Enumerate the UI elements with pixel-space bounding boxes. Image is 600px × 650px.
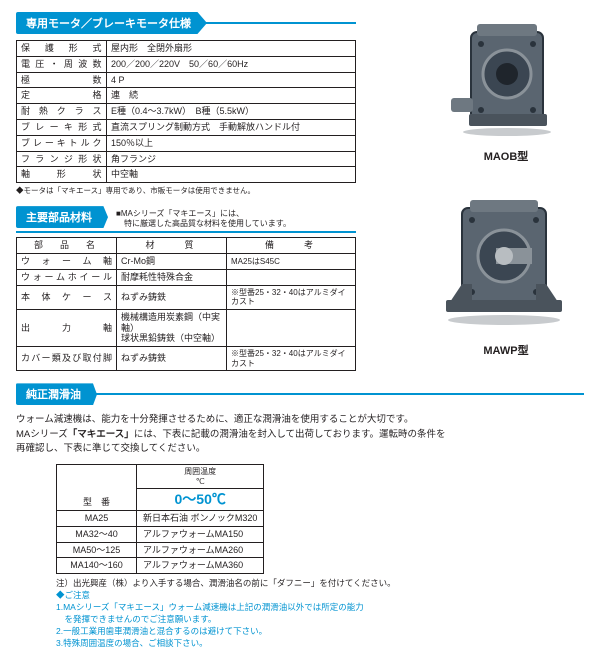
materials-row: ウォームホイール耐摩耗性特殊合金 <box>17 269 356 285</box>
materials-row: ウ ォ ー ム 軸Cr-Mo鋼MA25はS45C <box>17 253 356 269</box>
spec-label: ブレーキトルク <box>17 135 107 151</box>
col-material: 材 質 <box>117 238 227 254</box>
caution-1a: 1.MAシリーズ「マキエース」ウォーム減速機は上記の潤滑油以外では所定の能力 <box>56 602 364 612</box>
header-rule <box>205 22 356 24</box>
remarks: MA25はS45C <box>227 253 356 269</box>
gearbox-illustration-maob <box>441 14 571 144</box>
spec-row: ブレーキトルク150％以上 <box>17 135 356 151</box>
lube-oil: アルファウォームMA150 <box>137 526 264 542</box>
lube-line2a: MAシリーズ <box>16 429 68 440</box>
lube-oil: アルファウォームMA260 <box>137 542 264 558</box>
spec-label: 定 格 <box>17 88 107 104</box>
material: 耐摩耗性特殊合金 <box>117 269 227 285</box>
lubricant-body: ウォーム減速機は、能力を十分発揮させるために、適正な潤滑油を使用することが大切で… <box>16 413 584 456</box>
section3-header: 純正潤滑油 <box>16 383 584 405</box>
spec-value: E種（0.4～3.7kW） B種（5.5kW） <box>107 104 356 120</box>
product-label-maob: MAOB型 <box>436 148 576 164</box>
lube-model: MA140～160 <box>57 558 137 574</box>
spec-label: 電圧・周波数 <box>17 56 107 72</box>
col-model: 型 番 <box>57 465 137 511</box>
spec-label: 耐 熱 ク ラ ス <box>17 104 107 120</box>
lube-oil: 新日本石油 ボンノックM320 <box>137 511 264 527</box>
material: Cr-Mo鋼 <box>117 253 227 269</box>
spec-row: ブレーキ形式直流スプリング制動方式 手動解放ハンドル付 <box>17 119 356 135</box>
spec-value: 200／200／220V 50／60／60Hz <box>107 56 356 72</box>
part-name: ウ ォ ー ム 軸 <box>17 253 117 269</box>
lube-model: MA50～125 <box>57 542 137 558</box>
spec-label: ブレーキ形式 <box>17 119 107 135</box>
section3-title: 純正潤滑油 <box>16 383 97 405</box>
spec-value: 4 P <box>107 72 356 88</box>
materials-row: 本 体 ケ ー スねずみ鋳鉄※型番25・32・40はアルミダイカスト <box>17 285 356 309</box>
part-name: 出 力 軸 <box>17 309 117 346</box>
lube-line2b: 「マキエース」 <box>68 429 134 440</box>
materials-row: 出 力 軸機械構造用炭素鋼（中実軸） 球状黒鉛鋳鉄（中空軸） <box>17 309 356 346</box>
col-temp: 周囲温度 ℃ <box>137 465 264 489</box>
spec-value: 直流スプリング制動方式 手動解放ハンドル付 <box>107 119 356 135</box>
spec-row: 耐 熱 ク ラ スE種（0.4～3.7kW） B種（5.5kW） <box>17 104 356 120</box>
lube-line3: 再確認し、下表に準じて交換してください。 <box>16 443 205 454</box>
lube-row: MA140～160アルファウォームMA360 <box>57 558 264 574</box>
section1-header: 専用モータ／ブレーキモータ仕様 <box>16 12 356 34</box>
remarks <box>227 269 356 285</box>
section2-header: 主要部品材料 ■MAシリーズ「マキエース」には、 特に厳選した高品質な材料を使用… <box>16 206 356 228</box>
spec-row: 保 護 形 式屋内形 全閉外扇形 <box>17 41 356 57</box>
spec-label: 軸 形 状 <box>17 167 107 183</box>
spec-row: 極 数4 P <box>17 72 356 88</box>
lube-model: MA25 <box>57 511 137 527</box>
col-remarks: 備 考 <box>227 238 356 254</box>
part-name: 本 体 ケ ー ス <box>17 285 117 309</box>
spec-value: 屋内形 全閉外扇形 <box>107 41 356 57</box>
note-1: 注）出光興産（株）より入手する場合、潤滑油名の前に「ダフニー」を付けてください。 <box>56 578 396 588</box>
material: 機械構造用炭素鋼（中実軸） 球状黒鉛鋳鉄（中空軸） <box>117 309 227 346</box>
spec-label: フランジ形状 <box>17 151 107 167</box>
remarks: ※型番25・32・40はアルミダイカスト <box>227 347 356 371</box>
spec-row: 電圧・周波数200／200／220V 50／60／60Hz <box>17 56 356 72</box>
section2-note: ■MAシリーズ「マキエース」には、 特に厳選した高品質な材料を使用しています。 <box>116 209 291 228</box>
lube-row: MA32～40アルファウォームMA150 <box>57 526 264 542</box>
product-label-mawp: MAWP型 <box>436 342 576 358</box>
temp-range: 0～50℃ <box>137 489 264 511</box>
spec-value: 連 続 <box>107 88 356 104</box>
lube-row: MA50～125アルファウォームMA260 <box>57 542 264 558</box>
spec-table: 保 護 形 式屋内形 全閉外扇形電圧・周波数200／200／220V 50／60… <box>16 40 356 183</box>
part-name: カバー類及び取付脚 <box>17 347 117 371</box>
materials-table: 部 品 名 材 質 備 考 ウ ォ ー ム 軸Cr-Mo鋼MA25はS45Cウォ… <box>16 237 356 371</box>
spec-label: 極 数 <box>17 72 107 88</box>
lubricant-notes: 注）出光興産（株）より入手する場合、潤滑油名の前に「ダフニー」を付けてください。… <box>56 578 584 649</box>
section2-note-l1: ■MAシリーズ「マキエース」には、 <box>116 209 244 218</box>
remarks <box>227 309 356 346</box>
lube-oil: アルファウォームMA360 <box>137 558 264 574</box>
lube-model: MA32～40 <box>57 526 137 542</box>
lubricant-table: 型 番 周囲温度 ℃ 0～50℃ MA25新日本石油 ボンノックM320MA32… <box>56 464 264 574</box>
caution-label: ◆ご注意 <box>56 590 90 600</box>
remarks: ※型番25・32・40はアルミダイカスト <box>227 285 356 309</box>
materials-row: カバー類及び取付脚ねずみ鋳鉄※型番25・32・40はアルミダイカスト <box>17 347 356 371</box>
caution-3: 3.特殊周囲温度の場合、ご相談下さい。 <box>56 638 208 648</box>
material: ねずみ鋳鉄 <box>117 347 227 371</box>
material: ねずみ鋳鉄 <box>117 285 227 309</box>
section1-title: 専用モータ／ブレーキモータ仕様 <box>16 12 207 34</box>
lube-line1: ウォーム減速機は、能力を十分発揮させるために、適正な潤滑油を使用することが大切で… <box>16 414 413 425</box>
product-image-maob: MAOB型 <box>436 14 576 164</box>
spec-value: 中空軸 <box>107 167 356 183</box>
lube-row: MA25新日本石油 ボンノックM320 <box>57 511 264 527</box>
col-part: 部 品 名 <box>17 238 117 254</box>
section2-title: 主要部品材料 <box>16 206 108 228</box>
caution-1b: を発揮できませんのでご注意願います。 <box>56 614 216 624</box>
header-rule <box>16 231 356 233</box>
lube-line2c: には、下表に記載の潤滑油を封入して出荷しております。運転時の条件を <box>134 429 446 440</box>
spec-value: 角フランジ <box>107 151 356 167</box>
spec-row: フランジ形状角フランジ <box>17 151 356 167</box>
caution-2: 2.一般工業用歯車潤滑油と混合するのは避けて下さい。 <box>56 626 267 636</box>
spec-label: 保 護 形 式 <box>17 41 107 57</box>
header-rule <box>95 393 584 395</box>
spec-row: 軸 形 状中空軸 <box>17 167 356 183</box>
section2-note-l2: 特に厳選した高品質な材料を使用しています。 <box>116 219 291 228</box>
spec-value: 150％以上 <box>107 135 356 151</box>
product-image-mawp: MAWP型 <box>436 188 576 358</box>
spec-row: 定 格連 続 <box>17 88 356 104</box>
part-name: ウォームホイール <box>17 269 117 285</box>
gearbox-illustration-mawp <box>436 188 576 338</box>
